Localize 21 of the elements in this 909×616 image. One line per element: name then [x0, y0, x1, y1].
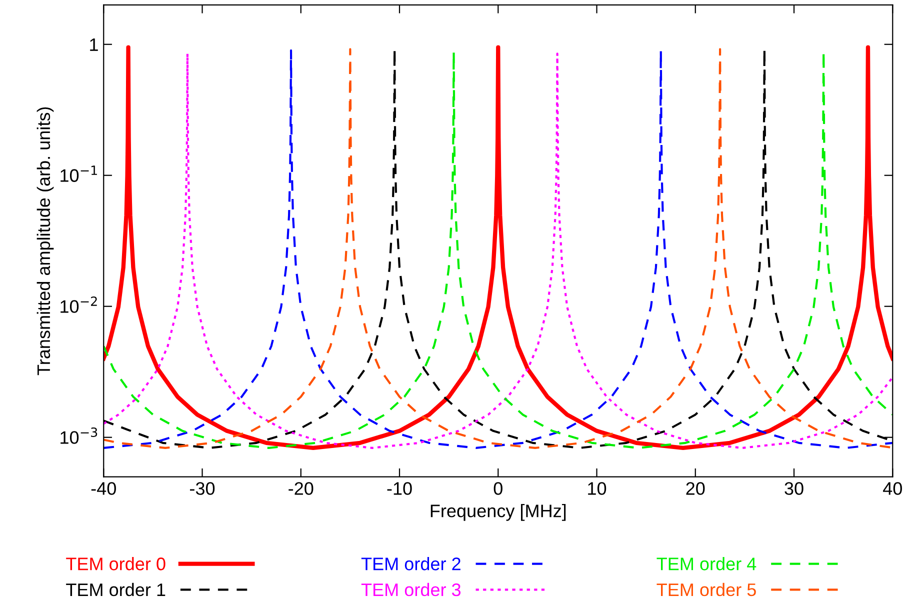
x-tick-label: 0 [494, 482, 502, 495]
x-tick-label: 40 [883, 482, 902, 495]
legend-label: TEM order 2 [361, 557, 460, 570]
y-tick-label: 10$^{−3}$ [60, 427, 98, 444]
legend-label: TEM order 1 [66, 582, 166, 596]
x-tick-label: 20 [686, 482, 705, 495]
x-tick-label: 30 [784, 482, 804, 495]
y-tick-label: 10$^{−1}$ [60, 166, 97, 182]
x-tick-label: -30 [190, 482, 215, 495]
legend-label: TEM order 5 [656, 582, 756, 596]
x-tick-label: -20 [288, 482, 314, 495]
y-tick-label: 1 [90, 38, 98, 51]
x-tick-label: 10 [588, 482, 606, 495]
legend-label: TEM order 0 [66, 557, 166, 570]
y-tick-label: 10$^{−2}$ [60, 296, 97, 313]
x-tick-label: -40 [91, 482, 116, 495]
y-axis-title: Transmitted amplitude (arb. units) [36, 107, 54, 376]
x-tick-label: -10 [387, 482, 412, 495]
legend-label: TEM order 4 [656, 557, 756, 570]
legend-label: TEM order 3 [361, 582, 461, 596]
x-axis-title: Frequency [MHz] [430, 504, 566, 521]
